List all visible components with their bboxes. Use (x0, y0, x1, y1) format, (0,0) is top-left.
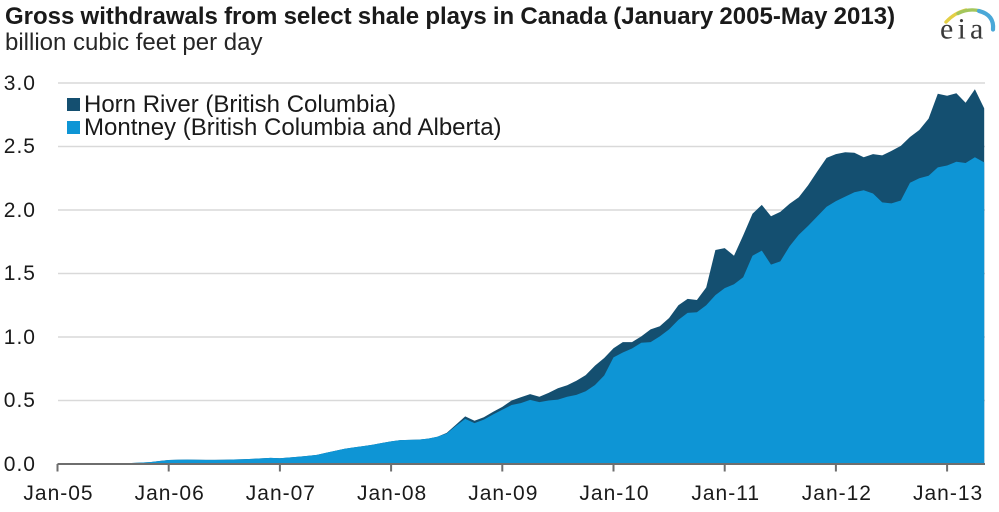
svg-text:eia: eia (940, 13, 988, 46)
